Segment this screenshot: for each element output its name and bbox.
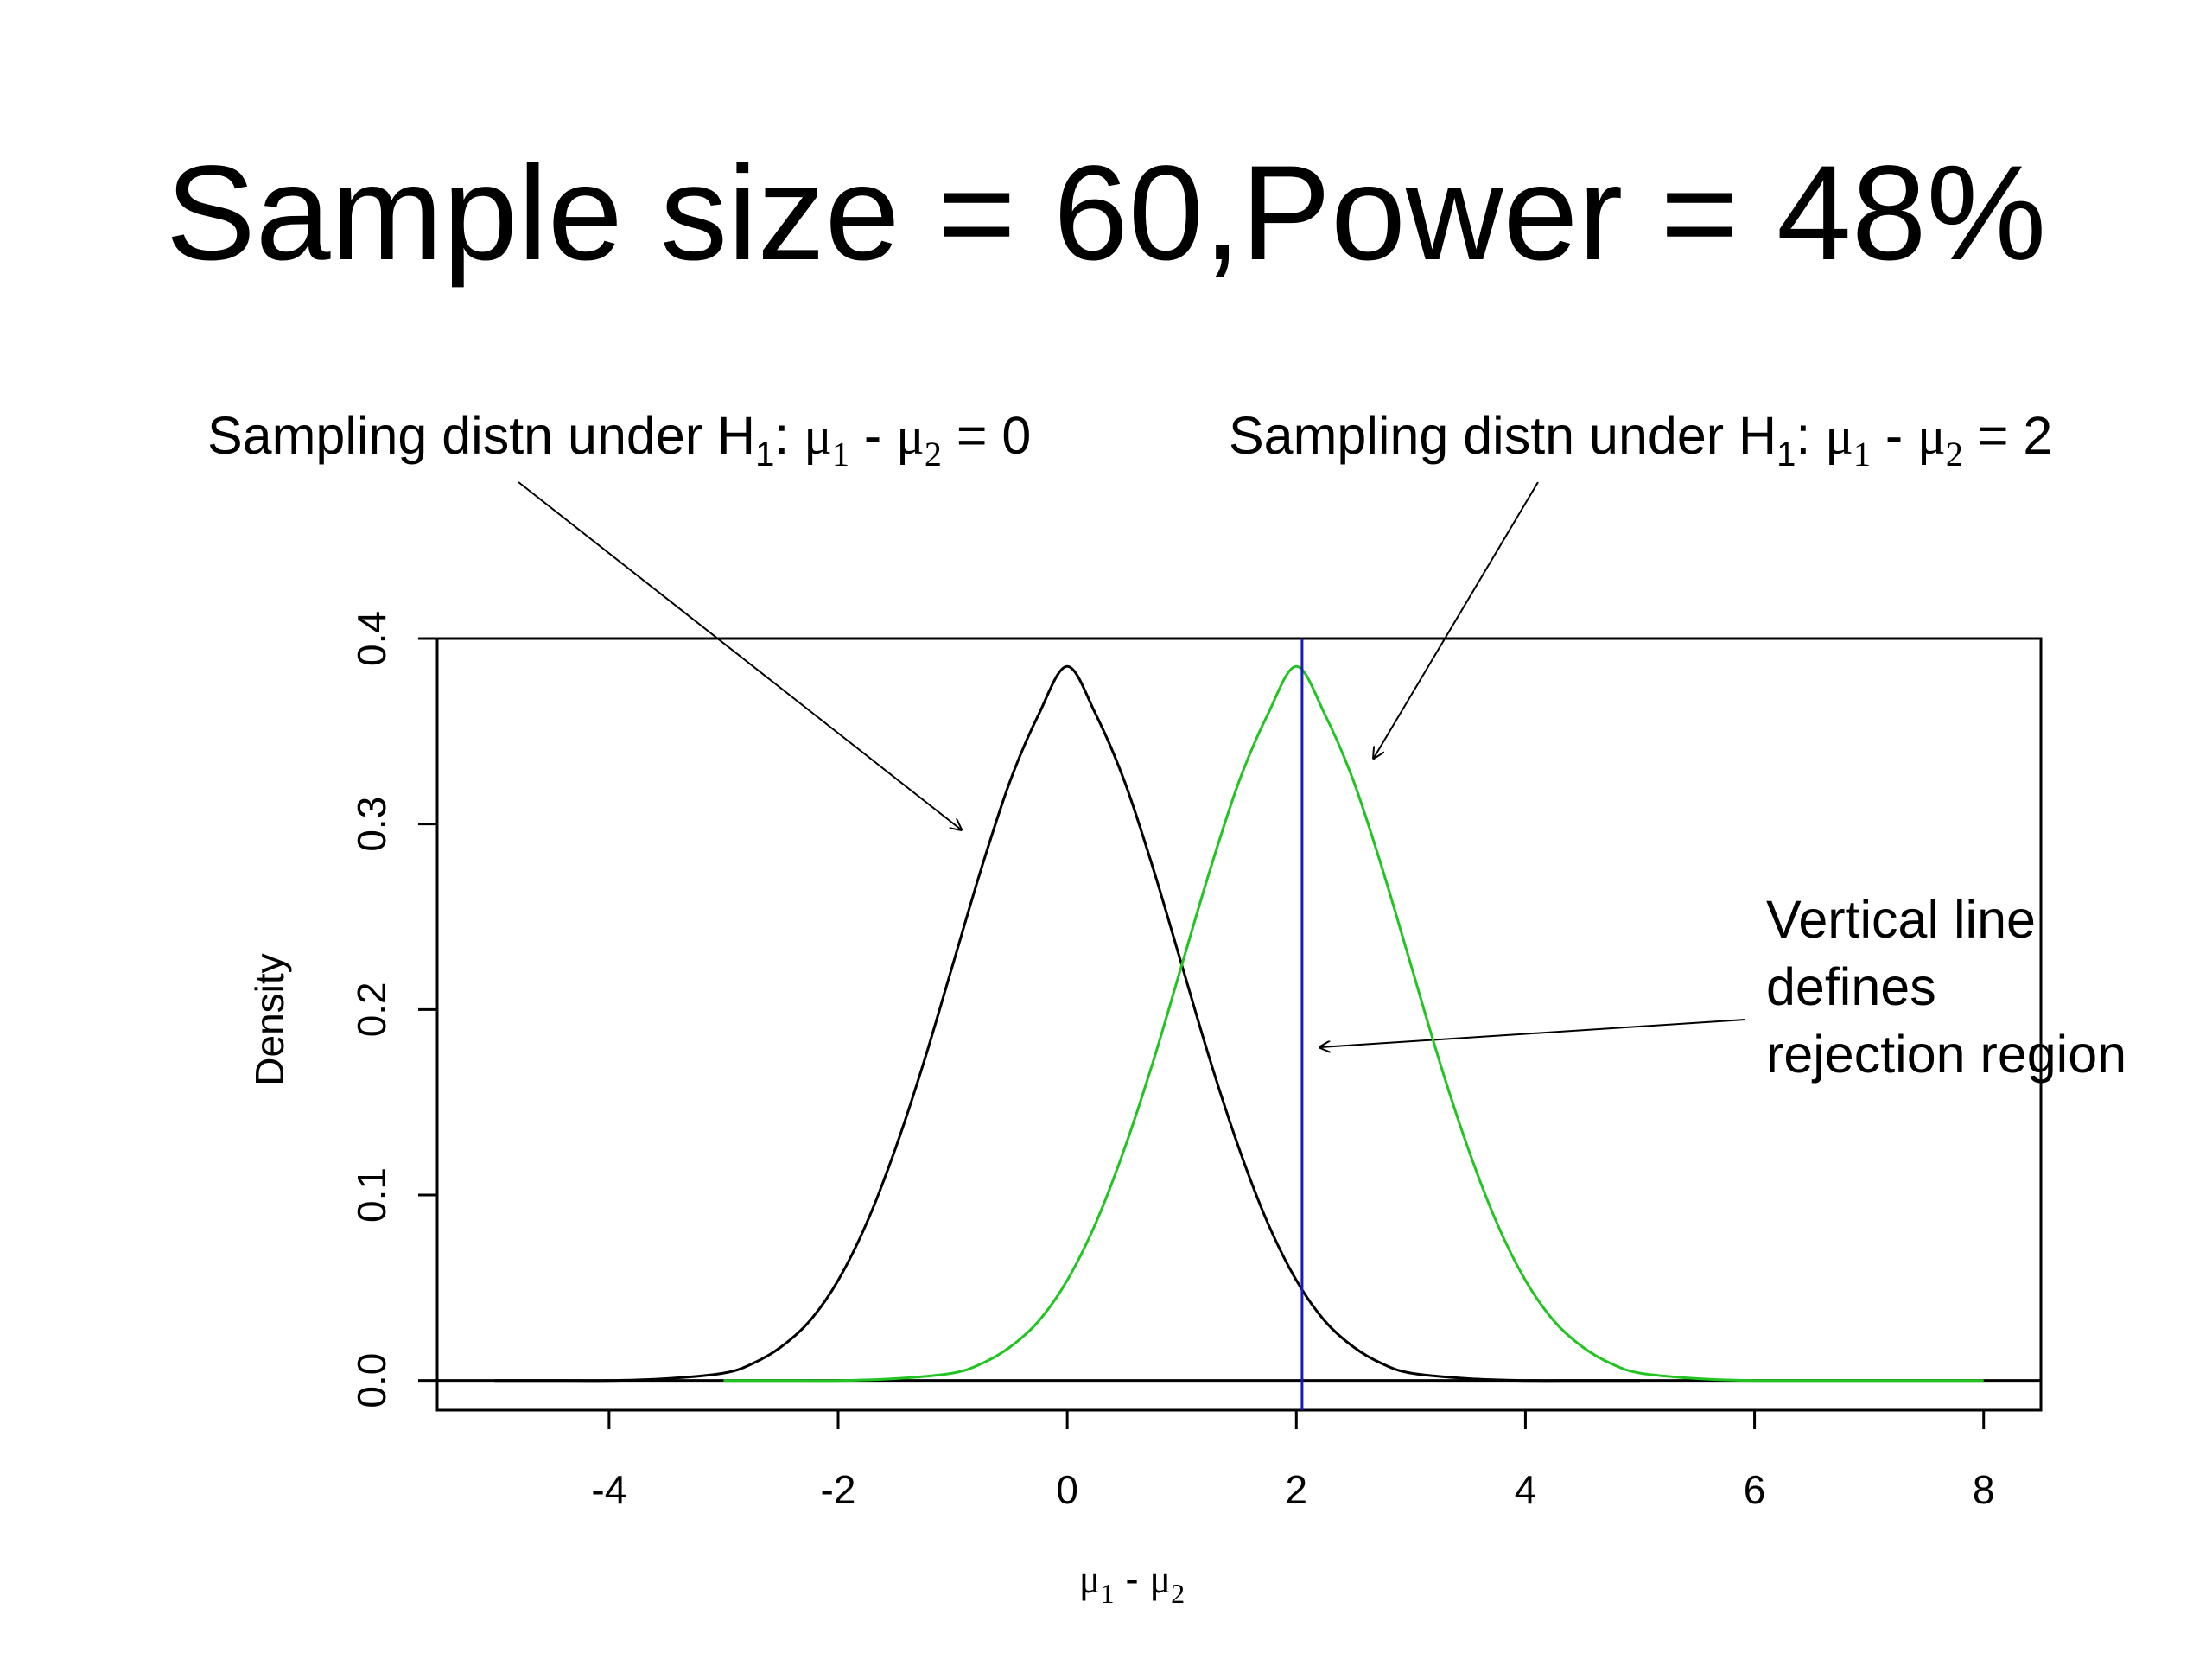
annotation-vline-line2: defines	[1766, 957, 1936, 1016]
chart-title: Sample size = 60,Power = 48%	[166, 138, 2047, 289]
plot-area: -4 -2 0 2 4 6 8 0.0 0.1 0.2 0.3 0.4	[349, 611, 2043, 1512]
arrow-vline	[1320, 1019, 1746, 1047]
x-tick-label: 6	[1744, 1467, 1766, 1512]
x-tick-label: 2	[1285, 1467, 1307, 1512]
h0-density-curve	[494, 664, 1640, 1382]
x-axis-label: μ1 - μ2	[1079, 1556, 1185, 1609]
x-tick-label: 0	[1056, 1467, 1078, 1512]
annotation-vline-line3: rejection region	[1766, 1025, 2126, 1084]
arrow-h0	[518, 481, 961, 830]
x-tick-label: -4	[591, 1467, 626, 1512]
x-tick-label: 8	[1973, 1467, 1995, 1512]
annotation-h1: Sampling distn under H1: μ1 - μ2 = 2	[1229, 406, 2052, 474]
y-tick-label: 0.1	[349, 1167, 394, 1223]
arrow-h1	[1374, 481, 1539, 758]
annotation-h0: Sampling distn under H1: μ1 - μ2 = 0	[207, 406, 1031, 474]
y-tick-label: 0.2	[349, 982, 394, 1037]
x-tick-label: -2	[821, 1467, 856, 1512]
y-axis-label: Density	[247, 953, 292, 1085]
y-tick-label: 0.3	[349, 797, 394, 852]
y-tick-label: 0.4	[349, 611, 394, 666]
h1-density-curve	[723, 664, 1984, 1382]
y-tick-label: 0.0	[349, 1353, 394, 1408]
x-tick-label: 4	[1515, 1467, 1537, 1512]
plot-frame	[435, 637, 2043, 1412]
annotation-vline-line1: Vertical line	[1766, 890, 2036, 949]
